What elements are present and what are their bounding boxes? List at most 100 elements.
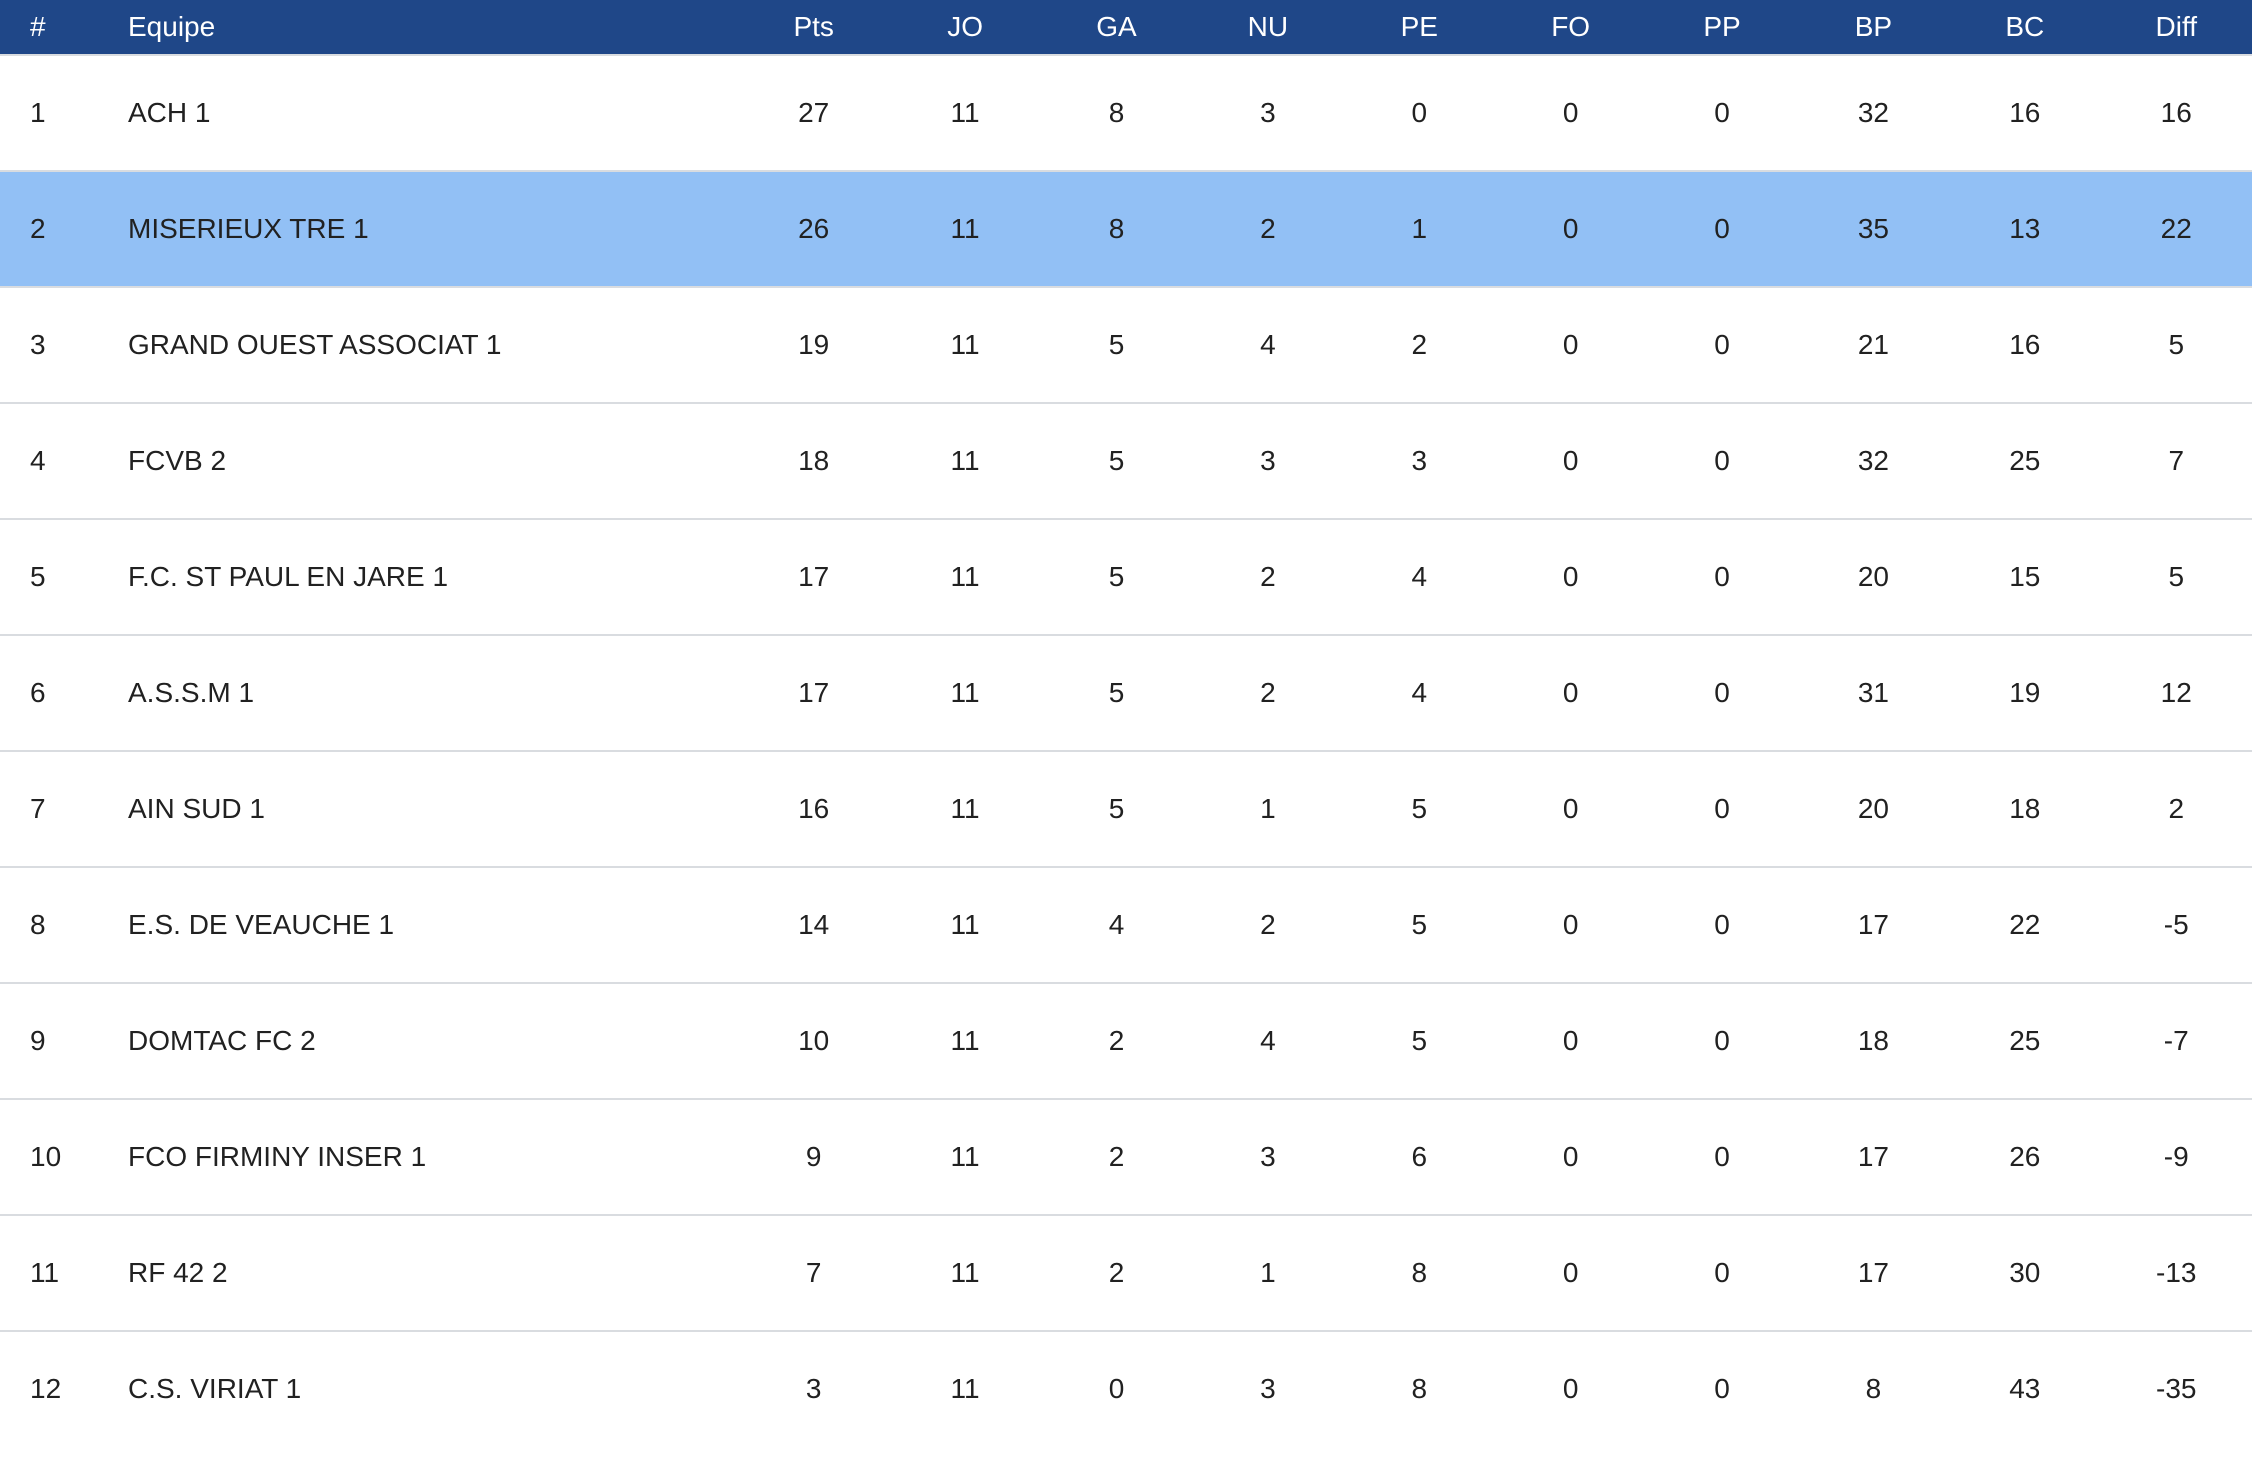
pe-cell: 5 [1343, 750, 1495, 866]
table-row[interactable]: 12 C.S. VIRIAT 1 3 11 0 3 8 0 0 8 43 -35 [0, 1330, 2252, 1446]
ga-cell: 5 [1040, 518, 1193, 634]
team-name-cell: ACH 1 [88, 54, 738, 170]
pts-cell: 27 [738, 54, 890, 170]
bc-cell: 30 [1949, 1214, 2101, 1330]
fo-cell: 0 [1494, 286, 1647, 402]
table-row[interactable]: 10 FCO FIRMINY INSER 1 9 11 2 3 6 0 0 17 26 -9 [0, 1098, 2252, 1214]
rank-cell: 9 [0, 982, 88, 1098]
pts-cell: 10 [738, 982, 890, 1098]
ga-cell: 4 [1040, 866, 1193, 982]
diff-cell: -9 [2100, 1098, 2252, 1214]
diff-cell: 12 [2100, 634, 2252, 750]
jo-cell: 11 [889, 1098, 1041, 1214]
jo-cell: 11 [889, 54, 1041, 170]
nu-cell: 4 [1192, 286, 1344, 402]
bp-cell: 17 [1797, 1098, 1950, 1214]
nu-cell: 3 [1192, 1330, 1344, 1446]
fo-cell: 0 [1494, 402, 1647, 518]
pe-cell: 2 [1343, 286, 1495, 402]
column-header-pp: PP [1646, 0, 1798, 54]
pp-cell: 0 [1646, 54, 1798, 170]
table-row[interactable]: 11 RF 42 2 7 11 2 1 8 0 0 17 30 -13 [0, 1214, 2252, 1330]
jo-cell: 11 [889, 402, 1041, 518]
table-row[interactable]: 8 E.S. DE VEAUCHE 1 14 11 4 2 5 0 0 17 22 -5 [0, 866, 2252, 982]
rank-cell: 4 [0, 402, 88, 518]
ga-cell: 2 [1040, 1214, 1193, 1330]
bc-cell: 25 [1949, 982, 2101, 1098]
pe-cell: 8 [1343, 1214, 1495, 1330]
diff-cell: -13 [2100, 1214, 2252, 1330]
pe-cell: 4 [1343, 518, 1495, 634]
pe-cell: 5 [1343, 866, 1495, 982]
nu-cell: 3 [1192, 402, 1344, 518]
ga-cell: 5 [1040, 286, 1193, 402]
bc-cell: 22 [1949, 866, 2101, 982]
pp-cell: 0 [1646, 750, 1798, 866]
team-name-cell: AIN SUD 1 [88, 750, 738, 866]
team-name-cell: E.S. DE VEAUCHE 1 [88, 866, 738, 982]
bp-cell: 8 [1797, 1330, 1950, 1446]
table-row[interactable]: 6 A.S.S.M 1 17 11 5 2 4 0 0 31 19 12 [0, 634, 2252, 750]
column-header-team: Equipe [88, 0, 738, 54]
fo-cell: 0 [1494, 1214, 1647, 1330]
jo-cell: 11 [889, 286, 1041, 402]
pe-cell: 0 [1343, 54, 1495, 170]
column-header-diff: Diff [2100, 0, 2252, 54]
column-header-pe: PE [1343, 0, 1495, 54]
jo-cell: 11 [889, 518, 1041, 634]
ga-cell: 2 [1040, 1098, 1193, 1214]
table-row[interactable]: 3 GRAND OUEST ASSOCIAT 1 19 11 5 4 2 0 0 21 16 5 [0, 286, 2252, 402]
team-name-cell: FCVB 2 [88, 402, 738, 518]
pp-cell: 0 [1646, 286, 1798, 402]
jo-cell: 11 [889, 982, 1041, 1098]
table-row[interactable]: 9 DOMTAC FC 2 10 11 2 4 5 0 0 18 25 -7 [0, 982, 2252, 1098]
pts-cell: 18 [738, 402, 890, 518]
diff-cell: -35 [2100, 1330, 2252, 1446]
bc-cell: 25 [1949, 402, 2101, 518]
bp-cell: 21 [1797, 286, 1950, 402]
table-row[interactable]: 1 ACH 1 27 11 8 3 0 0 0 32 16 16 [0, 54, 2252, 170]
column-header-bp: BP [1797, 0, 1950, 54]
column-header-jo: JO [889, 0, 1041, 54]
rank-cell: 10 [0, 1098, 88, 1214]
diff-cell: 2 [2100, 750, 2252, 866]
table-row[interactable]: 4 FCVB 2 18 11 5 3 3 0 0 32 25 7 [0, 402, 2252, 518]
diff-cell: 16 [2100, 54, 2252, 170]
table-row[interactable]: 5 F.C. ST PAUL EN JARE 1 17 11 5 2 4 0 0 20 15 5 [0, 518, 2252, 634]
fo-cell: 0 [1494, 518, 1647, 634]
column-header-ga: GA [1040, 0, 1193, 54]
pp-cell: 0 [1646, 634, 1798, 750]
column-header-pts: Pts [738, 0, 890, 54]
ga-cell: 8 [1040, 54, 1193, 170]
pp-cell: 0 [1646, 982, 1798, 1098]
bp-cell: 31 [1797, 634, 1950, 750]
rank-cell: 12 [0, 1330, 88, 1446]
bc-cell: 43 [1949, 1330, 2101, 1446]
nu-cell: 1 [1192, 750, 1344, 866]
jo-cell: 11 [889, 866, 1041, 982]
rank-cell: 1 [0, 54, 88, 170]
nu-cell: 2 [1192, 866, 1344, 982]
ga-cell: 5 [1040, 634, 1193, 750]
rank-cell: 5 [0, 518, 88, 634]
nu-cell: 4 [1192, 982, 1344, 1098]
team-name-cell: MISERIEUX TRE 1 [88, 170, 738, 286]
pts-cell: 9 [738, 1098, 890, 1214]
pts-cell: 7 [738, 1214, 890, 1330]
pts-cell: 17 [738, 634, 890, 750]
column-header-rank: # [0, 0, 88, 54]
pts-cell: 14 [738, 866, 890, 982]
pts-cell: 19 [738, 286, 890, 402]
bp-cell: 17 [1797, 866, 1950, 982]
team-name-cell: FCO FIRMINY INSER 1 [88, 1098, 738, 1214]
pe-cell: 5 [1343, 982, 1495, 1098]
bp-cell: 18 [1797, 982, 1950, 1098]
table-row[interactable]: 2 MISERIEUX TRE 1 26 11 8 2 1 0 0 35 13 22 [0, 170, 2252, 286]
pp-cell: 0 [1646, 170, 1798, 286]
column-header-bc: BC [1949, 0, 2101, 54]
pe-cell: 6 [1343, 1098, 1495, 1214]
table-row[interactable]: 7 AIN SUD 1 16 11 5 1 5 0 0 20 18 2 [0, 750, 2252, 866]
team-name-cell: GRAND OUEST ASSOCIAT 1 [88, 286, 738, 402]
ga-cell: 0 [1040, 1330, 1193, 1446]
